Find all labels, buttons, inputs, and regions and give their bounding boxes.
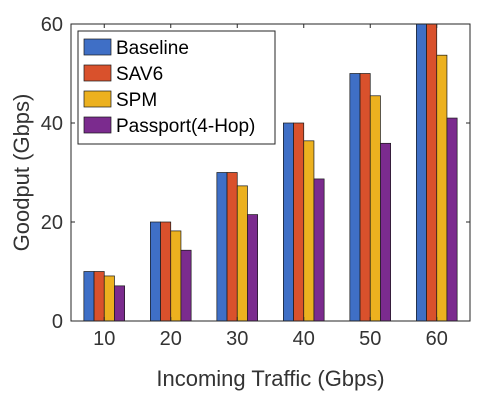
bar-passport-4-hop-20 bbox=[180, 249, 192, 322]
bars-group bbox=[83, 23, 458, 322]
x-tick-label: 30 bbox=[226, 328, 248, 350]
x-axis-label: Incoming Traffic (Gbps) bbox=[156, 366, 384, 391]
tick-labels: 10 20 30 40 50 60 0 20 40 60 bbox=[41, 14, 448, 350]
plot-frame bbox=[70, 23, 471, 322]
bar-sav6-20 bbox=[160, 221, 172, 322]
bar-spm-40 bbox=[303, 140, 315, 322]
bar-sav6-40 bbox=[293, 122, 305, 322]
y-tick-label: 60 bbox=[41, 14, 63, 36]
bar-spm-60 bbox=[436, 54, 448, 322]
bar-sav6-10 bbox=[93, 271, 105, 322]
y-tick-label: 0 bbox=[52, 311, 63, 333]
legend-label: SAV6 bbox=[116, 64, 163, 85]
legend-label: Passport(4-Hop) bbox=[116, 116, 255, 137]
bar-baseline-30 bbox=[216, 172, 228, 322]
bar-passport-4-hop-60 bbox=[446, 117, 458, 322]
legend: Baseline SAV6 SPM Passport(4-Hop) bbox=[77, 30, 276, 145]
bar-passport-4-hop-40 bbox=[313, 178, 325, 322]
bar-baseline-40 bbox=[283, 122, 294, 322]
legend-swatch bbox=[83, 38, 112, 56]
bar-spm-30 bbox=[236, 185, 248, 322]
legend-label: SPM bbox=[116, 90, 157, 111]
bar-baseline-20 bbox=[150, 221, 161, 322]
x-tick-label: 40 bbox=[293, 328, 315, 350]
x-tick-label: 20 bbox=[160, 328, 182, 350]
bar-passport-4-hop-50 bbox=[380, 142, 392, 322]
y-axis-label: Goodput (Gbps) bbox=[9, 94, 34, 252]
bar-sav6-30 bbox=[226, 172, 238, 322]
bar-passport-4-hop-30 bbox=[247, 214, 258, 322]
y-tick-label: 40 bbox=[41, 113, 63, 135]
bar-baseline-10 bbox=[83, 271, 95, 322]
bar-baseline-60 bbox=[416, 23, 427, 322]
legend-label: Baseline bbox=[116, 38, 189, 59]
bar-passport-4-hop-10 bbox=[114, 285, 125, 322]
bar-spm-50 bbox=[369, 95, 381, 322]
bar-spm-20 bbox=[170, 230, 182, 322]
y-tick-label: 20 bbox=[41, 212, 63, 234]
bar-sav6-50 bbox=[359, 73, 371, 322]
legend-swatch bbox=[83, 90, 112, 108]
legend-swatch bbox=[83, 116, 112, 134]
bar-sav6-60 bbox=[426, 23, 438, 322]
bar-spm-10 bbox=[103, 275, 115, 322]
axis-ticks bbox=[71, 23, 470, 322]
bar-baseline-50 bbox=[349, 73, 361, 322]
x-tick-label: 10 bbox=[93, 328, 115, 350]
x-tick-label: 50 bbox=[359, 328, 381, 350]
legend-swatch bbox=[83, 64, 112, 82]
x-tick-label: 60 bbox=[426, 328, 448, 350]
